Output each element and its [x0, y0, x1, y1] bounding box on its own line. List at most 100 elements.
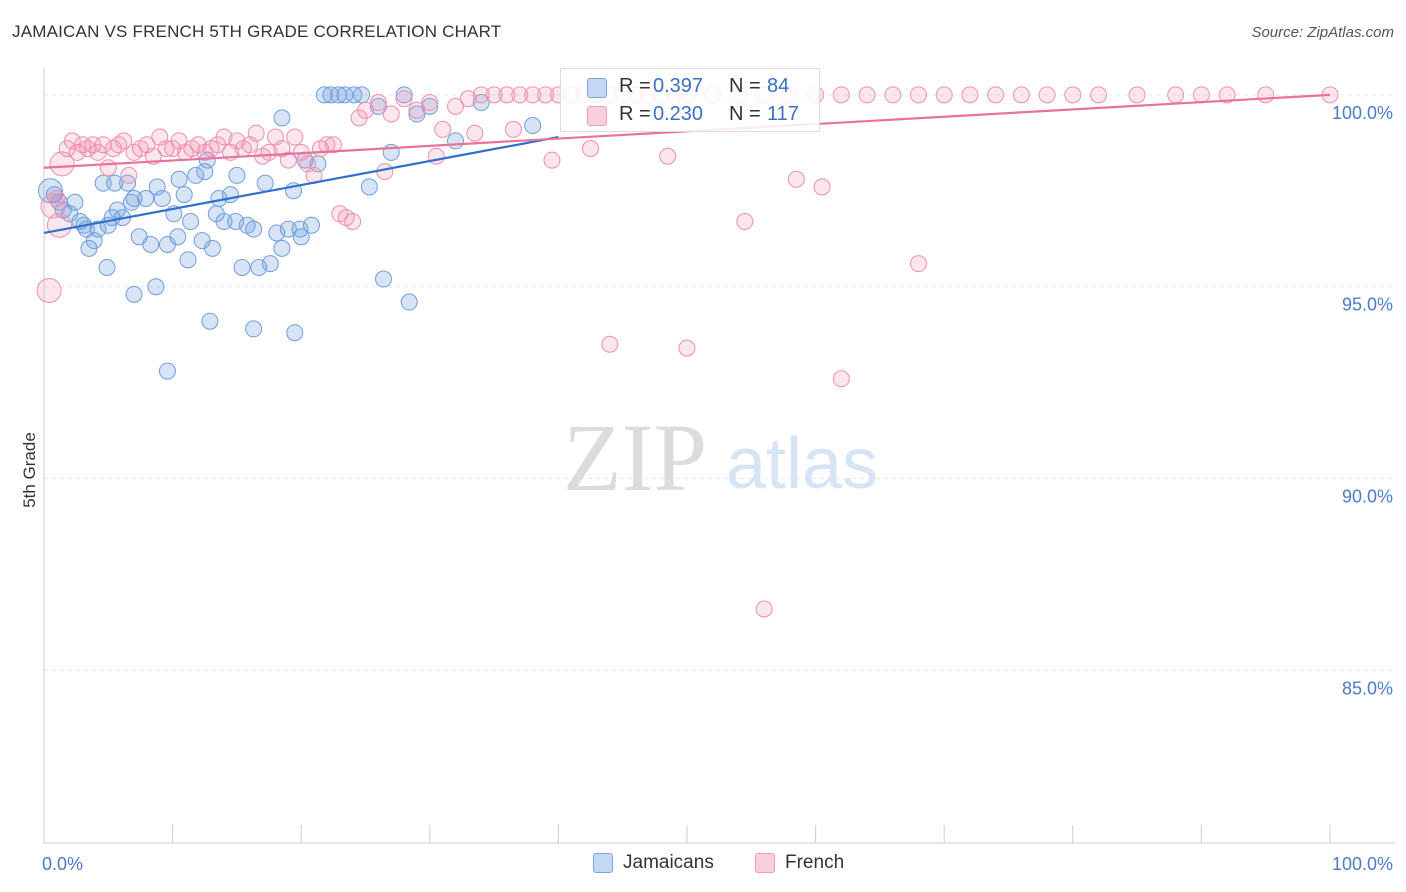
jamaican-point [170, 170, 188, 188]
watermark-zip: ZIP [563, 404, 707, 511]
french-point [115, 132, 133, 150]
french-point [36, 278, 62, 304]
jamaicans-swatch [587, 78, 607, 98]
french-legend-label: French [785, 852, 845, 873]
french-point [447, 97, 465, 115]
french-point [1038, 86, 1056, 104]
french-point [324, 136, 342, 154]
jamaican-point [292, 228, 310, 246]
french-point [395, 90, 413, 108]
y-tick-label: 100.0% [1332, 103, 1393, 123]
jamaican-point [408, 105, 426, 123]
jamaican-point [261, 255, 279, 273]
source-label: Source: ZipAtlas.com [1251, 24, 1394, 41]
watermark: ZIP atlas [563, 404, 878, 511]
jamaican-point [153, 189, 171, 207]
french-point [935, 86, 953, 104]
jamaican-point [256, 174, 274, 192]
french-point [1128, 86, 1146, 104]
jamaican-point [201, 312, 219, 330]
french-point [40, 193, 66, 219]
series-french [36, 86, 1339, 618]
french-point [736, 212, 754, 230]
french-point [421, 94, 439, 112]
french-point [961, 86, 979, 104]
french-point [832, 86, 850, 104]
french-point [46, 212, 72, 238]
r-label: R = [619, 103, 651, 125]
grid [44, 94, 1395, 671]
jamaican-point [273, 109, 291, 127]
french-point [601, 335, 619, 353]
n-value-jamaicans: 84 [767, 75, 790, 97]
n-label: N = [729, 103, 761, 125]
french-point [408, 101, 426, 119]
french-legend-swatch [755, 853, 775, 873]
french-point [543, 151, 561, 169]
jamaican-point [233, 259, 251, 277]
jamaican-point [137, 189, 155, 207]
french-point [787, 170, 805, 188]
axes [43, 68, 1395, 844]
jamaican-point [273, 239, 291, 257]
jamaican-point [203, 239, 221, 257]
r-label: R = [619, 75, 651, 97]
jamaican-point [207, 205, 225, 223]
french-point [582, 140, 600, 158]
french-point [120, 166, 138, 184]
jamaican-point [360, 178, 378, 196]
french-point [1257, 86, 1275, 104]
points [36, 86, 1339, 618]
jamaican-point [375, 270, 393, 288]
french-point [1167, 86, 1185, 104]
jamaican-point [187, 166, 205, 184]
jamaican-point [400, 293, 418, 311]
jamaican-point [447, 132, 465, 150]
jamaican-point [106, 174, 124, 192]
jamaican-point [89, 220, 107, 238]
french-point [466, 124, 484, 142]
legend-row-french: R = 0.230 N = 117 [561, 103, 819, 129]
jamaican-point [279, 220, 297, 238]
french-point [1218, 86, 1236, 104]
r-value-french: 0.230 [653, 103, 704, 125]
jamaican-point [395, 86, 413, 104]
french-point [344, 212, 362, 230]
french-point [99, 159, 117, 177]
french-point [286, 128, 304, 146]
jamaican-point [147, 278, 165, 296]
french-swatch [587, 106, 607, 126]
correlation-legend: R = 0.397 N = 84 R = 0.230 N = 117 [560, 68, 820, 132]
y-tick-label: 85.0% [1342, 678, 1393, 698]
french-point [1090, 86, 1108, 104]
tick-labels: 85.0% 90.0% 95.0% 100.0% 0.0% 100.0% [42, 103, 1393, 874]
french-point [1064, 86, 1082, 104]
jamaican-point [182, 212, 200, 230]
legend-row-jamaicans: R = 0.397 N = 84 [561, 75, 819, 101]
french-point [909, 86, 927, 104]
jamaican-point [329, 86, 347, 104]
jamaican-point [122, 193, 140, 211]
jamaican-point [369, 97, 387, 115]
french-point [498, 86, 516, 104]
jamaican-point [142, 235, 160, 253]
trend-line-jamaicans [43, 135, 559, 235]
y-tick-label: 95.0% [1342, 295, 1393, 315]
jamaican-point [158, 362, 176, 380]
y-tick-label: 90.0% [1342, 487, 1393, 507]
chart-title: JAMAICAN VS FRENCH 5TH GRADE CORRELATION… [12, 22, 502, 41]
french-point [472, 86, 490, 104]
french-point [279, 151, 297, 169]
french-point [382, 105, 400, 123]
french-point [511, 86, 529, 104]
french-point [524, 86, 542, 104]
x-tick-label: 0.0% [42, 854, 83, 874]
jamaican-point [125, 285, 143, 303]
french-point [884, 86, 902, 104]
french-point [987, 86, 1005, 104]
french-point [678, 339, 696, 357]
french-point [813, 178, 831, 196]
n-label: N = [729, 75, 761, 97]
french-point [369, 94, 387, 112]
